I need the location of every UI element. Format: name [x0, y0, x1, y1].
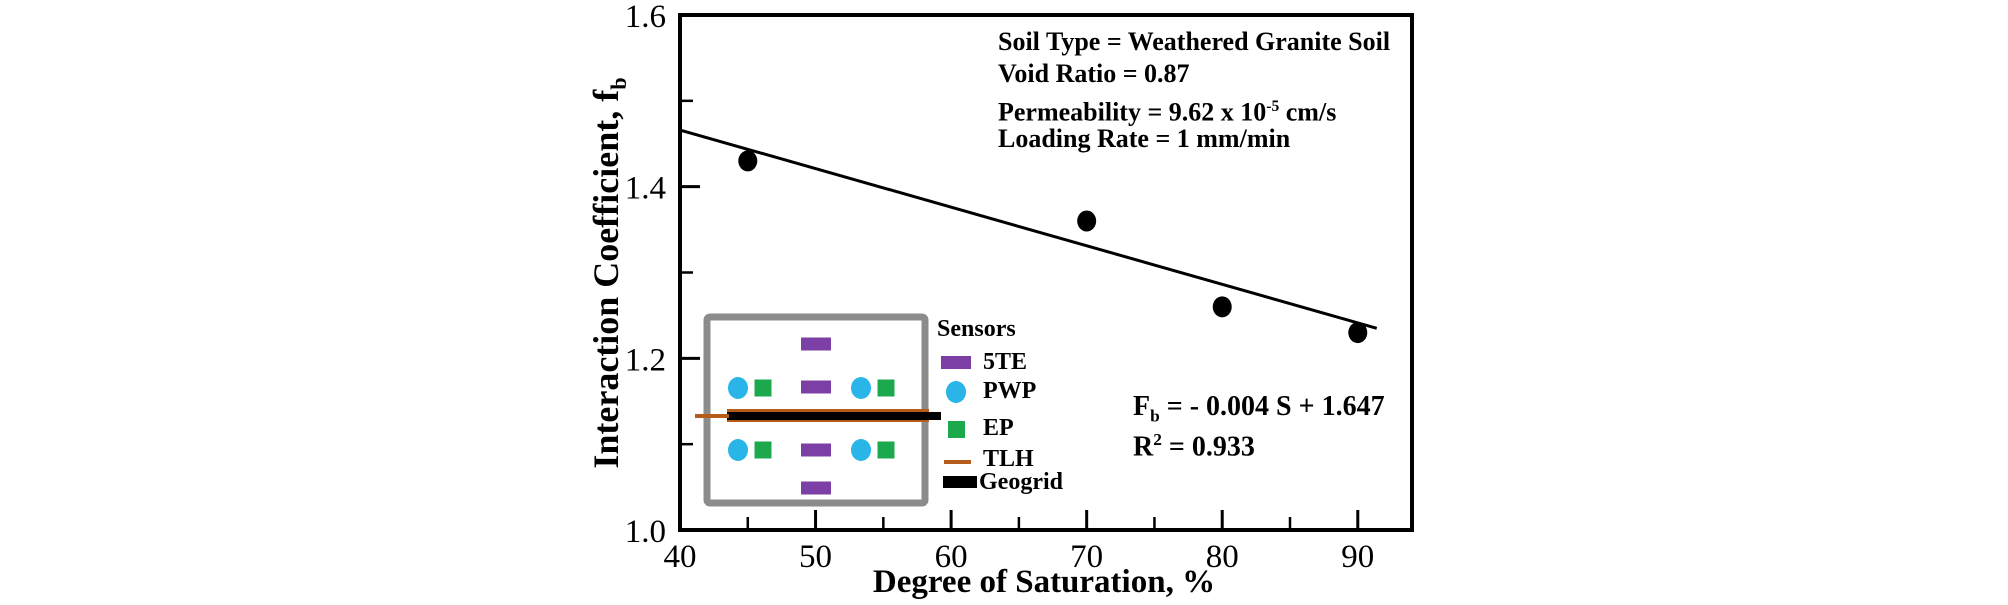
- permeability-units: cm/s: [1279, 97, 1337, 127]
- inset-ep-sensor: [754, 441, 772, 459]
- legend-title: Sensors: [937, 316, 1016, 342]
- y-axis-title-subscript: b: [606, 77, 632, 90]
- regression-equation-label: Fb = - 0.004 S + 1.647: [1133, 391, 1385, 427]
- inset-5te-sensor: [801, 380, 831, 394]
- equation-lhs: F: [1133, 391, 1151, 422]
- y-tick-label: 1.6: [625, 0, 666, 35]
- x-tick-label: 40: [664, 539, 697, 575]
- data-point: [1212, 296, 1232, 318]
- equation-rhs: = - 0.004 S + 1.647: [1159, 391, 1385, 422]
- equation-lhs-subscript: b: [1150, 406, 1160, 426]
- r-squared-label: R2 = 0.933: [1133, 430, 1255, 463]
- legend-label-ep: EP: [983, 415, 1014, 441]
- inset-geogrid-bar: [727, 412, 941, 420]
- legend-swatch-pwp: [946, 381, 966, 403]
- y-axis-title-text: Interaction Coefficient, f: [586, 89, 626, 469]
- legend-label-tlh: TLH: [983, 446, 1034, 472]
- inset-pwp-sensor: [851, 377, 871, 399]
- legend-label-geogrid: Geogrid: [979, 469, 1063, 495]
- inset-5te-sensor: [801, 443, 831, 457]
- inset-ep-sensor: [877, 441, 895, 459]
- annotation-loading-rate: Loading Rate = 1 mm/min: [998, 124, 1291, 153]
- legend-label-5te: 5TE: [983, 349, 1028, 375]
- x-tick-label: 60: [935, 539, 968, 575]
- y-tick-label: 1.0: [625, 514, 666, 550]
- y-tick-label: 1.2: [625, 342, 666, 378]
- data-point: [1077, 210, 1097, 232]
- x-tick-label: 70: [1070, 539, 1103, 575]
- inset-5te-sensor: [801, 337, 831, 351]
- legend-swatch-geogrid: [943, 476, 977, 488]
- annotation-void-ratio: Void Ratio = 0.87: [998, 59, 1190, 88]
- x-axis-title: Degree of Saturation, %: [872, 564, 1216, 600]
- x-tick-label: 90: [1341, 539, 1374, 575]
- inset-5te-sensor: [801, 481, 831, 495]
- inset-ep-sensor: [754, 379, 772, 397]
- annotation-permeability: Permeability = 9.62 x 10-5 cm/s: [998, 92, 1336, 128]
- inset-pwp-sensor: [851, 439, 871, 461]
- r-squared-rhs: = 0.933: [1161, 431, 1255, 463]
- inset-ep-sensor: [877, 379, 895, 397]
- permeability-exponent: -5: [1266, 98, 1280, 115]
- annotation-soil-type: Soil Type = Weathered Granite Soil: [998, 27, 1391, 56]
- y-tick-label: 1.4: [625, 171, 666, 207]
- permeability-text: Permeability = 9.62 x 10: [998, 97, 1267, 127]
- r-squared-superscript: 2: [1153, 430, 1162, 449]
- inset-tlh-line: [695, 414, 729, 418]
- trend-line: [679, 128, 1378, 330]
- legend-label-pwp: PWP: [983, 378, 1037, 404]
- legend-swatch-5te: [941, 356, 971, 369]
- legend-swatch-ep: [948, 421, 965, 438]
- inset-pwp-sensor: [728, 439, 748, 461]
- y-axis-title: Interaction Coefficient, fb: [583, 13, 632, 533]
- r-squared-lhs: R: [1133, 431, 1154, 463]
- x-tick-label: 80: [1206, 539, 1239, 575]
- legend-swatch-tlh: [944, 460, 971, 464]
- data-point: [738, 150, 758, 172]
- x-tick-label: 50: [799, 539, 832, 575]
- data-point: [1348, 322, 1368, 344]
- inset-pwp-sensor: [728, 377, 748, 399]
- plot-frame: [678, 13, 1414, 532]
